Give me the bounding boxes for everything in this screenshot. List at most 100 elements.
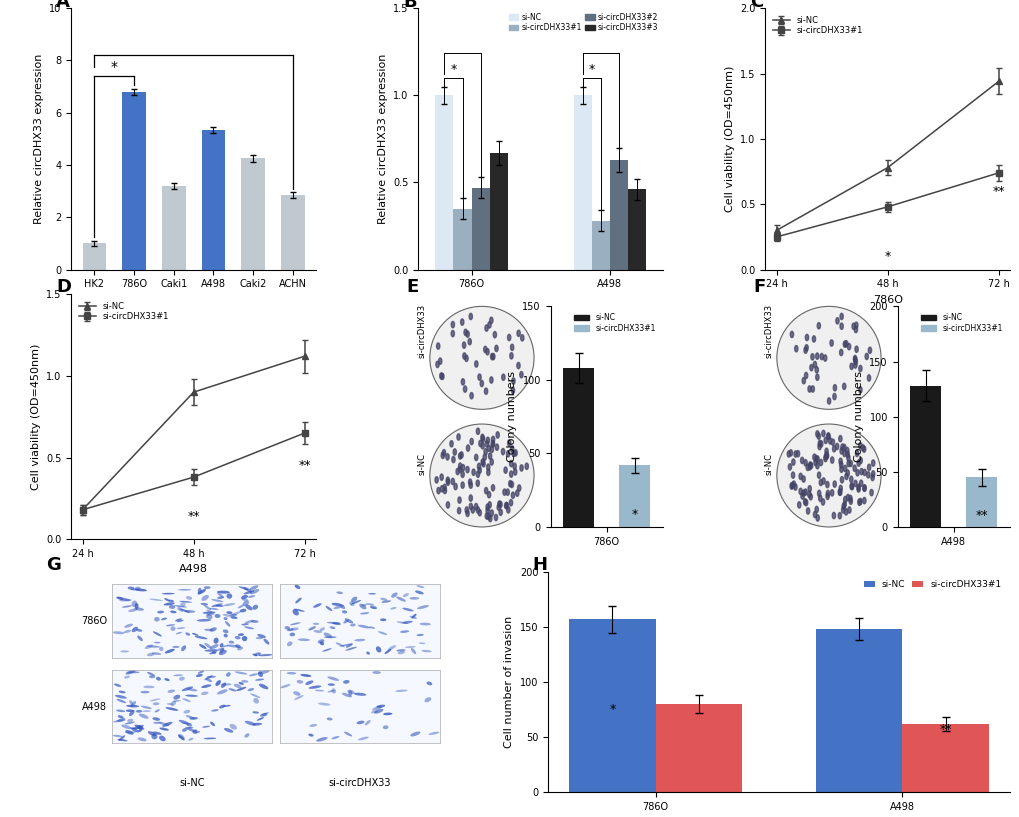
- Ellipse shape: [217, 592, 224, 598]
- Ellipse shape: [343, 732, 352, 736]
- Circle shape: [845, 447, 848, 453]
- Ellipse shape: [117, 739, 127, 741]
- Circle shape: [490, 446, 493, 453]
- Ellipse shape: [154, 617, 160, 622]
- Legend: si-NC, si-circDHX33#1: si-NC, si-circDHX33#1: [917, 310, 1005, 336]
- Circle shape: [803, 489, 806, 495]
- Ellipse shape: [419, 623, 430, 626]
- Circle shape: [862, 446, 865, 453]
- Ellipse shape: [376, 646, 381, 653]
- Circle shape: [843, 341, 846, 347]
- Circle shape: [823, 453, 826, 460]
- Ellipse shape: [257, 717, 264, 721]
- Ellipse shape: [308, 734, 313, 737]
- Ellipse shape: [145, 645, 153, 649]
- Circle shape: [801, 490, 805, 496]
- Circle shape: [481, 461, 485, 467]
- Circle shape: [501, 374, 504, 381]
- Bar: [569, 619, 655, 792]
- Text: si-NC: si-NC: [179, 779, 205, 788]
- Ellipse shape: [205, 678, 212, 682]
- Circle shape: [812, 511, 816, 518]
- Ellipse shape: [361, 604, 366, 606]
- Circle shape: [483, 449, 487, 455]
- Ellipse shape: [315, 690, 324, 691]
- Circle shape: [445, 477, 449, 484]
- Circle shape: [502, 489, 505, 495]
- Ellipse shape: [294, 585, 300, 589]
- Circle shape: [493, 332, 496, 338]
- Ellipse shape: [294, 597, 302, 604]
- Ellipse shape: [358, 737, 369, 740]
- Ellipse shape: [248, 595, 255, 598]
- Circle shape: [434, 476, 438, 483]
- Text: H: H: [532, 556, 547, 574]
- Ellipse shape: [391, 592, 397, 598]
- Circle shape: [465, 355, 468, 361]
- Ellipse shape: [215, 680, 221, 686]
- Text: si-circDHX33: si-circDHX33: [328, 779, 390, 788]
- Ellipse shape: [258, 672, 263, 677]
- Circle shape: [793, 484, 796, 490]
- Ellipse shape: [396, 622, 409, 624]
- Circle shape: [476, 507, 479, 513]
- Ellipse shape: [189, 738, 194, 741]
- Ellipse shape: [204, 643, 212, 649]
- Circle shape: [442, 449, 445, 456]
- Ellipse shape: [333, 605, 343, 609]
- Text: A498: A498: [82, 702, 107, 712]
- Ellipse shape: [320, 641, 324, 645]
- Ellipse shape: [228, 641, 234, 644]
- Ellipse shape: [159, 727, 169, 730]
- Ellipse shape: [308, 627, 316, 631]
- Ellipse shape: [252, 605, 258, 609]
- Circle shape: [511, 387, 515, 394]
- Ellipse shape: [152, 731, 161, 734]
- Ellipse shape: [258, 670, 270, 674]
- Circle shape: [849, 483, 853, 489]
- Ellipse shape: [230, 616, 237, 619]
- Circle shape: [804, 499, 807, 506]
- Circle shape: [510, 353, 513, 359]
- Circle shape: [835, 444, 838, 449]
- Text: si-NC: si-NC: [418, 453, 426, 475]
- Circle shape: [496, 504, 500, 511]
- Circle shape: [478, 440, 482, 447]
- Ellipse shape: [125, 670, 136, 675]
- Ellipse shape: [117, 718, 125, 721]
- Circle shape: [790, 482, 794, 489]
- Circle shape: [852, 465, 856, 471]
- Y-axis label: Colony numbers: Colony numbers: [506, 371, 517, 462]
- Text: si-circDHX33: si-circDHX33: [418, 304, 426, 358]
- Ellipse shape: [204, 605, 211, 610]
- Ellipse shape: [358, 625, 370, 628]
- Circle shape: [520, 335, 524, 341]
- Ellipse shape: [308, 685, 321, 689]
- Circle shape: [450, 321, 454, 328]
- Circle shape: [463, 386, 467, 392]
- Ellipse shape: [395, 596, 406, 601]
- Circle shape: [866, 464, 870, 471]
- Text: G: G: [46, 556, 61, 574]
- Circle shape: [800, 493, 803, 499]
- Circle shape: [833, 394, 836, 400]
- Ellipse shape: [313, 630, 322, 633]
- Circle shape: [818, 480, 821, 486]
- Ellipse shape: [238, 682, 244, 685]
- Ellipse shape: [225, 621, 230, 627]
- Ellipse shape: [126, 705, 140, 708]
- Ellipse shape: [201, 595, 209, 601]
- Circle shape: [818, 459, 822, 466]
- Ellipse shape: [331, 623, 340, 625]
- Ellipse shape: [235, 645, 240, 648]
- Circle shape: [520, 465, 523, 471]
- Circle shape: [455, 468, 459, 475]
- Ellipse shape: [284, 626, 289, 630]
- Ellipse shape: [366, 652, 370, 654]
- Ellipse shape: [155, 709, 160, 712]
- Ellipse shape: [417, 605, 429, 609]
- Circle shape: [801, 475, 804, 482]
- Circle shape: [474, 361, 478, 367]
- Ellipse shape: [223, 603, 235, 606]
- Legend: si-NC, si-circDHX33#1: si-NC, si-circDHX33#1: [769, 12, 865, 38]
